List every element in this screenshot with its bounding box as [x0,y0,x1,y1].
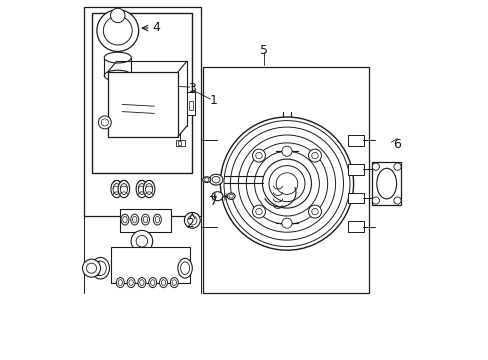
Circle shape [393,163,400,170]
Ellipse shape [148,278,156,288]
Circle shape [255,152,262,159]
Ellipse shape [129,280,133,285]
Ellipse shape [161,280,165,285]
Circle shape [252,149,265,162]
Ellipse shape [104,70,131,81]
Ellipse shape [118,180,129,198]
Bar [347,164,364,175]
Text: 3: 3 [188,82,196,95]
Circle shape [282,146,291,156]
Ellipse shape [122,216,127,223]
Ellipse shape [127,278,135,288]
Text: 5: 5 [260,44,268,57]
Ellipse shape [227,193,235,199]
Circle shape [255,208,262,215]
Bar [371,162,400,205]
Ellipse shape [136,180,147,198]
Ellipse shape [95,261,106,275]
Bar [107,72,178,137]
Circle shape [98,116,111,129]
Ellipse shape [203,177,210,183]
Bar [347,193,364,203]
Ellipse shape [140,280,144,285]
Bar [176,140,185,146]
Circle shape [136,235,147,247]
Circle shape [276,173,297,194]
Circle shape [246,143,327,224]
Ellipse shape [209,174,223,185]
Ellipse shape [159,278,167,288]
Ellipse shape [120,184,127,194]
Circle shape [254,151,319,216]
Ellipse shape [121,214,129,225]
Ellipse shape [170,278,178,288]
Ellipse shape [111,180,122,198]
Circle shape [308,149,321,162]
Bar [347,135,364,146]
Ellipse shape [153,214,161,225]
Ellipse shape [145,184,152,194]
Circle shape [224,121,349,247]
Circle shape [187,216,197,225]
Ellipse shape [104,52,131,63]
Ellipse shape [132,216,137,223]
Circle shape [311,208,318,215]
Ellipse shape [118,280,122,285]
Circle shape [252,205,265,218]
Bar [188,101,193,110]
Bar [120,209,170,232]
Text: 6: 6 [393,138,401,150]
Circle shape [184,212,200,228]
Circle shape [371,197,379,204]
Bar [347,221,364,232]
Ellipse shape [204,178,208,181]
Ellipse shape [155,216,159,223]
Ellipse shape [212,176,220,183]
Circle shape [282,218,291,228]
Circle shape [262,159,311,208]
Bar [177,141,181,145]
Circle shape [220,117,353,250]
Circle shape [393,197,400,204]
Ellipse shape [91,257,109,279]
Ellipse shape [143,180,155,198]
Ellipse shape [228,194,233,198]
Ellipse shape [113,184,120,194]
Ellipse shape [212,192,223,201]
Bar [203,67,368,293]
Ellipse shape [138,184,145,194]
Ellipse shape [141,214,149,225]
Circle shape [110,8,125,23]
Circle shape [311,152,318,159]
Text: 2: 2 [186,217,194,230]
Ellipse shape [116,278,124,288]
Circle shape [131,230,152,252]
Text: 4: 4 [152,21,160,33]
Circle shape [101,119,108,126]
Bar [111,247,190,283]
Circle shape [230,127,343,240]
Text: 1: 1 [209,94,217,107]
Ellipse shape [138,278,145,288]
Circle shape [86,263,96,273]
Circle shape [308,205,321,218]
Ellipse shape [180,262,189,275]
Bar [186,92,194,115]
Circle shape [268,166,305,202]
Bar [84,7,201,216]
Circle shape [97,10,139,51]
Ellipse shape [130,214,139,225]
Ellipse shape [150,280,155,285]
Circle shape [82,259,101,277]
Bar [91,13,192,173]
Circle shape [371,163,379,170]
Circle shape [238,135,335,232]
Text: 7: 7 [209,195,218,208]
Ellipse shape [376,168,396,199]
Ellipse shape [172,280,176,285]
Ellipse shape [143,216,147,223]
Circle shape [103,16,132,45]
Ellipse shape [178,258,192,278]
